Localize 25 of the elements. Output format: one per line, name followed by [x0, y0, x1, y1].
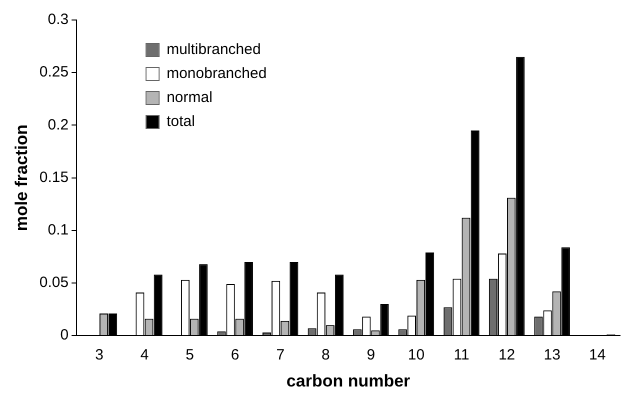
y-tick-label: 0.3	[48, 11, 69, 28]
y-tick-label: 0.2	[48, 116, 69, 134]
x-tick-label: 3	[95, 346, 104, 364]
y-tick-label: 0.15	[39, 168, 69, 186]
legend-label: total	[166, 113, 195, 130]
y-tick-label: 0.1	[48, 222, 69, 239]
x-tick-label: 13	[544, 346, 560, 364]
x-axis-title: carbon number	[286, 371, 411, 390]
x-tick-label: 9	[366, 346, 376, 364]
legend-label: monobranched	[166, 65, 267, 82]
x-tick-label: 8	[321, 346, 330, 364]
legend-label: multibranched	[166, 41, 261, 58]
y-tick-label: 0.05	[39, 274, 69, 292]
x-tick-label: 4	[140, 346, 149, 364]
y-tick-label: 0	[60, 326, 69, 344]
legend-label: normal	[166, 89, 212, 106]
y-tick-label: 0.25	[39, 64, 69, 81]
x-tick-label: 5	[186, 346, 194, 364]
x-tick-label: 6	[230, 346, 240, 364]
x-tick-label: 14	[589, 346, 606, 364]
x-tick-label: 10	[408, 346, 425, 364]
x-tick-label: 11	[454, 346, 470, 364]
x-tick-label: 7	[276, 346, 285, 364]
x-tick-label: 12	[498, 346, 516, 364]
y-axis-title: mole fraction	[12, 124, 31, 232]
